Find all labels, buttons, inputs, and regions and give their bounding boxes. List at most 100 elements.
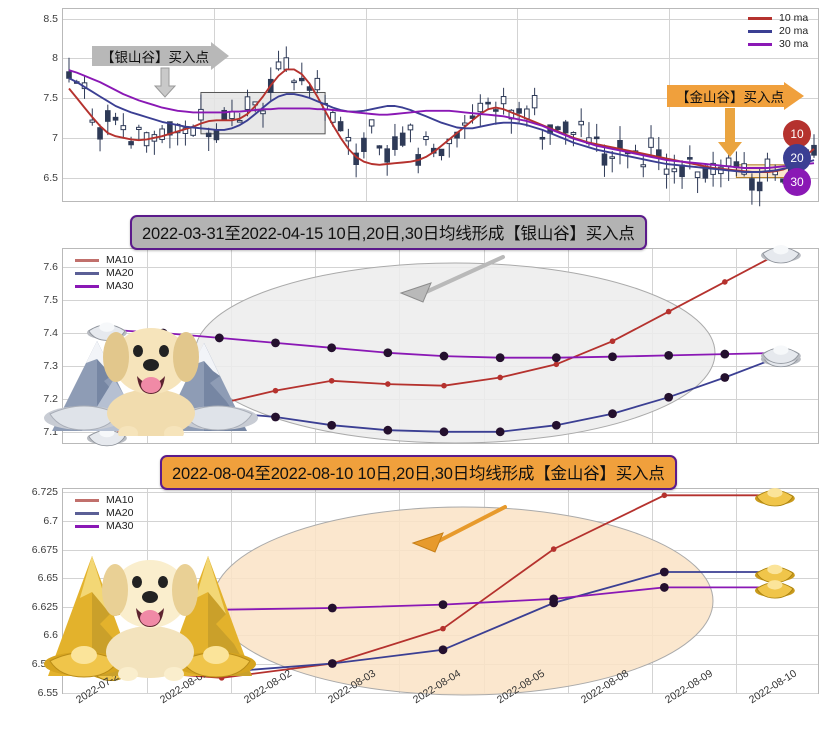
data-point-marker	[385, 381, 391, 387]
data-point-marker	[720, 373, 730, 382]
legend-label: 20 ma	[779, 25, 809, 37]
silver-ingot-icon	[760, 244, 801, 264]
legend-swatch-icon	[748, 17, 772, 20]
data-point-marker	[659, 583, 669, 592]
gridline-vertical	[517, 9, 518, 201]
y-axis-tick-label: 6.7	[43, 515, 58, 528]
data-point-marker	[551, 420, 561, 430]
legend-label: MA20	[106, 507, 134, 519]
data-point-marker	[214, 333, 224, 343]
gridline-horizontal	[63, 58, 818, 60]
gridline-horizontal	[63, 137, 818, 139]
ma20-badge-label: 20	[790, 151, 804, 165]
data-point-marker	[272, 387, 279, 394]
data-point-marker	[438, 600, 448, 609]
data-point-marker	[608, 409, 617, 419]
data-point-marker	[328, 377, 335, 384]
legend-label: MA30	[106, 520, 134, 532]
gold-ingot-icon	[754, 487, 795, 507]
data-point-marker	[327, 659, 337, 668]
gold-valley-callout-label: 【金山谷】买入点	[676, 90, 784, 105]
gridline-vertical	[366, 9, 367, 201]
data-point-marker	[720, 349, 730, 359]
legend-swatch-icon	[75, 259, 99, 262]
legend-swatch-icon	[75, 512, 99, 515]
gold-dog-ingot-artwork	[44, 556, 256, 681]
ma20-badge: 20	[783, 144, 811, 172]
annotation-arrow-shaft	[413, 255, 505, 299]
legend-label: MA10	[106, 494, 134, 506]
data-point-marker	[549, 594, 559, 604]
silver-valley-callout-label: 【银山谷】买入点	[101, 50, 209, 65]
silver-valley-panel: 7.1 7.2 7.3 7.4 7.5 7.6 MA10 MA20 MA30	[0, 244, 827, 454]
data-point-marker	[722, 279, 728, 285]
data-point-marker	[553, 361, 560, 368]
y-axis-tick-label: 7.3	[43, 359, 58, 372]
data-point-marker	[497, 374, 503, 381]
gridline-horizontal	[63, 98, 818, 100]
gridline-horizontal	[63, 177, 818, 179]
panel3-legend: MA10 MA20 MA30	[75, 494, 133, 533]
data-point-marker	[664, 351, 674, 360]
y-axis-tick-label: 7.6	[43, 261, 58, 274]
legend-item: 10 ma	[748, 12, 808, 25]
y-axis-tick-label: 7.2	[43, 392, 58, 405]
data-point-marker	[664, 392, 674, 402]
legend-label: 10 ma	[779, 12, 809, 24]
legend-swatch-icon	[748, 43, 772, 46]
legend-item: 20 ma	[748, 25, 808, 38]
data-point-marker	[661, 492, 668, 499]
y-axis-tick-label: 7.4	[43, 327, 58, 339]
ma10-badge: 10	[783, 120, 811, 148]
gold-valley-banner: 2022-08-04至2022-08-10 10日,20日,30日均线形成【金山…	[160, 455, 677, 490]
data-point-marker	[439, 427, 449, 437]
legend-swatch-icon	[748, 30, 772, 33]
legend-item: MA20	[75, 507, 133, 520]
data-point-marker	[271, 338, 280, 348]
data-point-marker	[383, 348, 393, 358]
data-point-marker	[327, 420, 337, 430]
legend-item: MA30	[75, 520, 133, 533]
silver-ingot-icon	[760, 345, 801, 364]
gridline-vertical	[736, 249, 737, 443]
data-point-marker	[271, 412, 280, 422]
legend-swatch-icon	[75, 272, 99, 275]
legend-label: MA10	[106, 254, 134, 266]
x-axis-labels: 2022-07-29 2022-08-01 2022-08-02 2022-08-03…	[0, 668, 827, 740]
silver-valley-callout: 【银山谷】买入点	[92, 42, 229, 70]
y-axis-tick-label: 6.725	[31, 486, 58, 499]
y-axis-tick-label: 6.55	[37, 686, 58, 699]
gridline-horizontal	[63, 18, 818, 20]
legend-label: 30 ma	[779, 38, 809, 50]
data-point-marker	[608, 352, 617, 362]
panel1-series-overlay	[66, 46, 817, 207]
legend-swatch-icon	[75, 525, 99, 528]
panel1-legend: 10 ma 20 ma 30 ma	[748, 12, 808, 51]
data-point-marker	[441, 382, 447, 389]
gridline-vertical	[736, 489, 737, 693]
silver-dog-mountain-artwork	[44, 328, 258, 436]
annotation-arrow-head-icon	[399, 282, 432, 303]
data-point-marker	[327, 343, 337, 353]
y-axis-tick-label: 7.5	[43, 294, 58, 307]
gold-ingot-icon	[754, 580, 795, 599]
gold-valley-banner-text: 2022-08-04至2022-08-10 10日,20日,30日均线形成【金山…	[172, 465, 665, 483]
data-point-marker	[327, 603, 337, 613]
data-point-marker	[438, 645, 448, 655]
data-point-marker	[440, 625, 446, 632]
data-point-marker	[609, 338, 616, 345]
y-axis-tick-label: 6.5	[43, 171, 58, 184]
panel2-legend: MA10 MA20 MA30	[75, 254, 133, 293]
y-axis-tick-label: 8.5	[43, 12, 58, 25]
data-point-marker	[495, 427, 505, 437]
ma30-badge: 30	[783, 168, 811, 196]
y-axis-tick-label: 7.5	[43, 92, 58, 105]
data-point-marker	[383, 425, 393, 435]
legend-item: MA30	[75, 280, 133, 293]
data-point-marker	[439, 351, 449, 361]
y-axis-tick-label: 8	[52, 52, 58, 65]
daily-candlestick-panel: 6.5 7 7.5 8 8.5 10 ma 20 ma 30 ma 【银山谷】买入点 【金山…	[0, 0, 827, 210]
ma-line-30ma	[68, 69, 815, 169]
gold-valley-callout: 【金山谷】买入点	[667, 82, 804, 110]
